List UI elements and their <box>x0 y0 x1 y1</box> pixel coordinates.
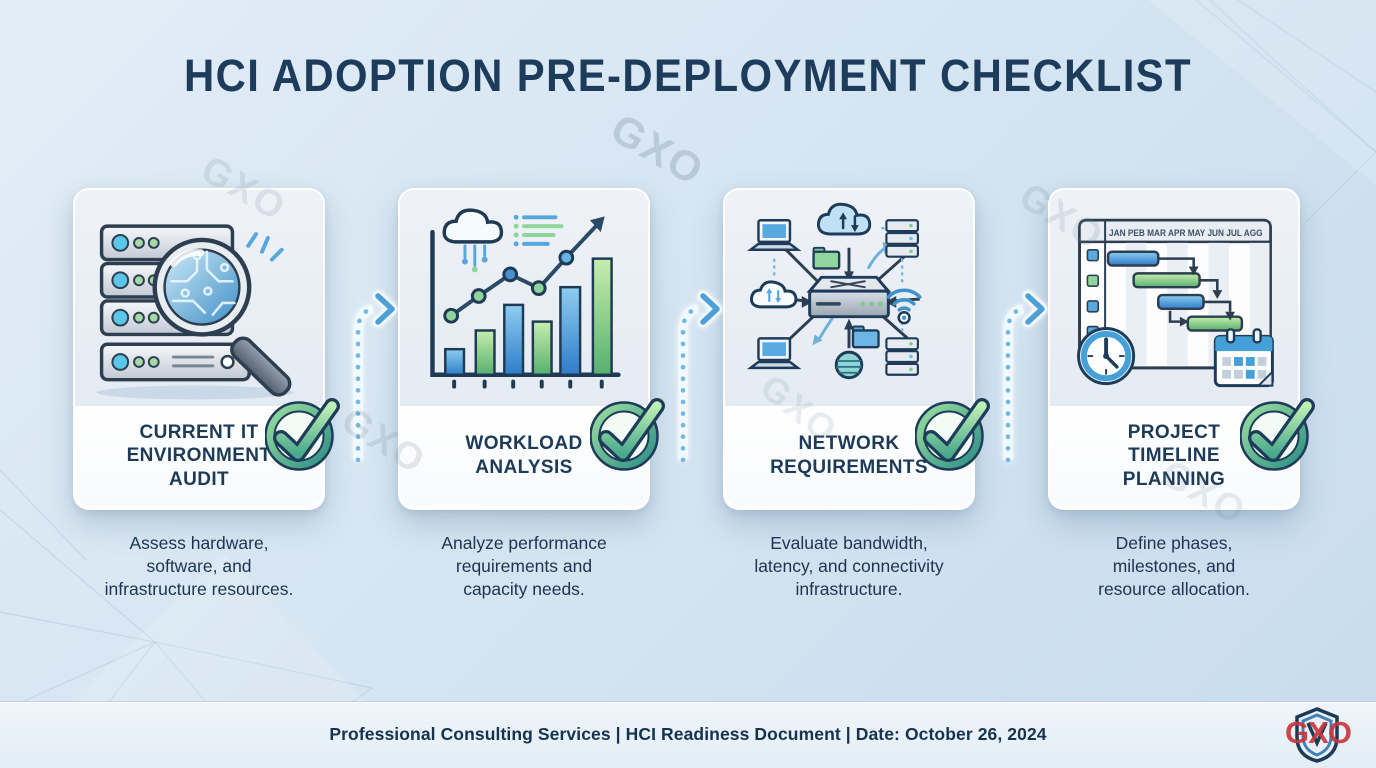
gxo-logo: GXO <box>1280 701 1356 768</box>
arrow-connector-icon <box>1003 290 1048 463</box>
card-label-area: WORKLOAD ANALYSIS <box>400 398 665 506</box>
card-workload-analysis: WORKLOAD ANALYSIS <box>398 188 665 510</box>
card-label: WORKLOAD ANALYSIS <box>465 433 583 478</box>
checkmark-icon <box>589 392 670 472</box>
checklist-cards-row: CURRENT IT ENVIRONMENT AUDIT Assess hard… <box>73 188 1315 600</box>
gantt-chart-icon: JAN PEB MAR APR MAY JUN JUL AGG <box>1050 190 1298 406</box>
card-description: Define phases, milestones, and resource … <box>1098 533 1250 599</box>
card-label: PROJECT TIMELINE PLANNING <box>1122 421 1226 490</box>
network-diagram-icon <box>725 190 973 406</box>
card-description: Analyze performance requirements and cap… <box>441 533 607 599</box>
card-description: Evaluate bandwidth, latency, and connect… <box>754 533 944 599</box>
gantt-month-labels: JAN PEB MAR APR MAY JUN JUL AGG <box>1109 228 1263 238</box>
shield-icon <box>1295 707 1339 763</box>
page-title: HCI ADOPTION PRE-DEPLOYMENT CHECKLIST <box>183 50 1193 101</box>
checkmark-icon <box>914 392 995 472</box>
server-audit-icon <box>75 190 323 406</box>
card-label: NETWORK REQUIREMENTS <box>770 433 928 478</box>
card-label-area: PROJECT TIMELINE PLANNING <box>1050 398 1315 506</box>
card-network-requirements: NETWORK REQUIREMENTS <box>723 188 990 510</box>
step-column-2: WORKLOAD ANALYSIS Analyze performance re… <box>398 188 665 600</box>
step-column-4: JAN PEB MAR APR MAY JUN JUL AGG <box>1048 188 1315 600</box>
card-current-it-environment-audit: CURRENT IT ENVIRONMENT AUDIT <box>73 188 340 510</box>
step-column-1: CURRENT IT ENVIRONMENT AUDIT Assess hard… <box>73 188 340 600</box>
gxo-logo-text: GXO <box>1285 715 1352 750</box>
arrow-connector-icon <box>353 290 398 463</box>
step-column-3: NETWORK REQUIREMENTS Evaluate bandwidth,… <box>723 188 990 600</box>
card-description: Assess hardware, software, and infrastru… <box>104 533 294 599</box>
card-label-area: CURRENT IT ENVIRONMENT AUDIT <box>75 398 340 506</box>
arrow-connector-icon <box>678 290 723 463</box>
footer-text: Professional Consulting Services | HCI R… <box>329 724 1047 744</box>
footer-bar: Professional Consulting Services | HCI R… <box>0 702 1376 768</box>
card-project-timeline-planning: JAN PEB MAR APR MAY JUN JUL AGG <box>1048 188 1315 510</box>
card-label: CURRENT IT ENVIRONMENT AUDIT <box>126 421 272 490</box>
checkmark-icon <box>264 392 345 472</box>
checkmark-icon <box>1239 392 1320 472</box>
workload-chart-icon <box>400 190 648 406</box>
card-label-area: NETWORK REQUIREMENTS <box>725 398 990 506</box>
